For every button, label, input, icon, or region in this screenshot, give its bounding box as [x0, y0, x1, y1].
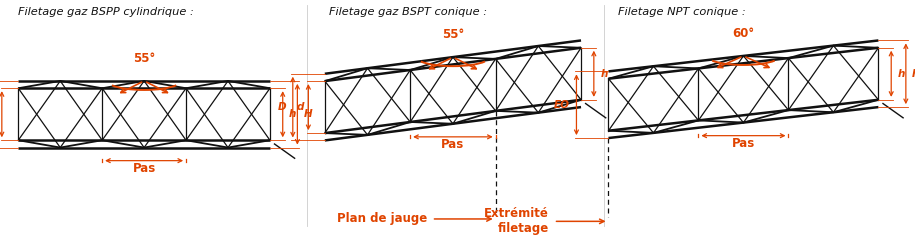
Text: h: h	[289, 109, 296, 119]
Text: d: d	[296, 102, 304, 112]
Text: D: D	[278, 102, 286, 112]
Text: Pas: Pas	[732, 137, 755, 150]
Text: Pas: Pas	[133, 162, 156, 175]
Text: h: h	[898, 69, 905, 79]
Text: Extrémité
filetage: Extrémité filetage	[484, 207, 549, 235]
Text: h: h	[600, 69, 608, 79]
Text: 55°: 55°	[442, 28, 464, 41]
Text: Filetage gaz BSPT conique :: Filetage gaz BSPT conique :	[329, 7, 488, 17]
Text: EO: EO	[554, 100, 570, 110]
Text: Filetage gaz BSPP cylindrique :: Filetage gaz BSPP cylindrique :	[18, 7, 194, 17]
Text: H: H	[304, 109, 312, 119]
Text: Pas: Pas	[441, 138, 465, 151]
Text: 55°: 55°	[133, 52, 156, 65]
Text: Plan de jauge: Plan de jauge	[337, 213, 427, 225]
Text: 60°: 60°	[732, 27, 755, 40]
Text: H: H	[912, 69, 915, 79]
Text: Filetage NPT conique :: Filetage NPT conique :	[618, 7, 746, 17]
